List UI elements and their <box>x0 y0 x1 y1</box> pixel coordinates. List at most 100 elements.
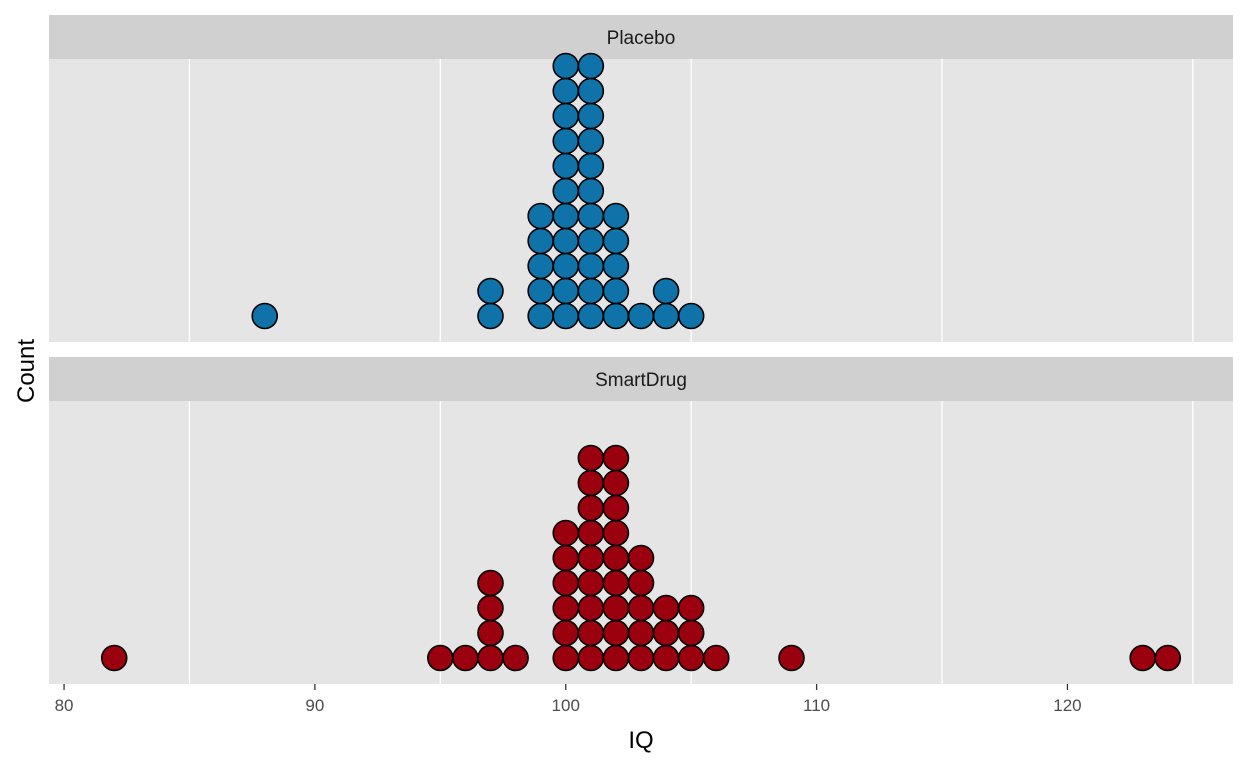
x-tick-label: 110 <box>803 696 830 715</box>
data-dot <box>552 177 580 205</box>
x-tick-label: 100 <box>552 696 580 715</box>
data-dot <box>527 302 554 330</box>
data-dot <box>527 277 554 305</box>
data-dot <box>552 302 580 330</box>
data-dot <box>577 619 605 647</box>
data-dot <box>477 277 504 305</box>
data-dot <box>427 644 454 672</box>
data-dot <box>602 569 630 597</box>
facet-panel-placebo: Placebo <box>49 15 1233 342</box>
data-dot <box>602 277 630 305</box>
data-dot <box>627 302 655 330</box>
data-dot <box>552 544 580 572</box>
data-dot <box>652 644 680 672</box>
x-tick-label: 120 <box>1053 696 1081 715</box>
data-dot <box>577 519 605 547</box>
data-dot <box>100 644 128 672</box>
data-dot <box>527 202 554 230</box>
data-dot <box>552 202 580 230</box>
data-dot <box>577 494 605 522</box>
data-dot <box>552 152 580 180</box>
data-dot <box>627 544 655 572</box>
data-dot <box>577 227 605 255</box>
data-dot <box>1154 644 1182 672</box>
data-dot <box>577 127 605 155</box>
facet-strip-label: SmartDrug <box>595 370 687 391</box>
data-dot <box>602 544 630 572</box>
data-dot <box>627 594 655 622</box>
data-dot <box>627 644 655 672</box>
data-dot <box>677 644 705 672</box>
data-dot <box>602 302 630 330</box>
data-dot <box>577 469 605 497</box>
dot-series-smartdrug <box>100 444 1182 672</box>
data-dot <box>552 252 580 280</box>
data-dot <box>552 77 580 105</box>
data-dot <box>251 302 279 330</box>
data-dot <box>602 252 630 280</box>
data-dot <box>577 302 605 330</box>
data-dot <box>552 644 580 672</box>
data-dot <box>677 619 705 647</box>
data-dot <box>602 619 630 647</box>
data-dot <box>677 594 705 622</box>
data-dot <box>627 569 655 597</box>
data-dot <box>527 227 554 255</box>
data-dot <box>477 594 504 622</box>
data-dot <box>627 619 655 647</box>
data-dot <box>477 619 504 647</box>
data-dot <box>552 52 580 80</box>
data-dot <box>577 444 605 472</box>
data-dot <box>652 594 680 622</box>
data-dot <box>702 644 730 672</box>
facet-strip-background <box>49 357 1233 401</box>
data-dot <box>602 594 630 622</box>
x-tick-label: 80 <box>55 696 74 715</box>
data-dot <box>577 569 605 597</box>
y-axis-title: Count <box>13 339 40 403</box>
data-dot <box>602 644 630 672</box>
data-dot <box>552 569 580 597</box>
data-dot <box>552 619 580 647</box>
facet-strip-label: Placebo <box>607 28 676 49</box>
data-dot <box>602 469 630 497</box>
data-dot <box>577 52 605 80</box>
data-dot <box>652 277 680 305</box>
x-axis: 80 90 100 110 120 <box>55 684 1082 715</box>
data-dot <box>1129 644 1156 672</box>
data-dot <box>477 569 504 597</box>
data-dot <box>577 644 605 672</box>
data-dot <box>577 177 605 205</box>
data-dot <box>577 277 605 305</box>
x-axis-title: IQ <box>628 727 653 754</box>
data-dot <box>602 227 630 255</box>
data-dot <box>577 202 605 230</box>
data-dot <box>602 202 630 230</box>
data-dot <box>677 302 705 330</box>
data-dot <box>577 77 605 105</box>
facet-panels: Placebo SmartDrug <box>49 15 1233 684</box>
data-dot <box>778 644 805 672</box>
data-dot <box>552 519 580 547</box>
dot-series-placebo <box>251 52 705 330</box>
data-dot <box>477 644 504 672</box>
data-dot <box>652 619 680 647</box>
data-dot <box>552 594 580 622</box>
data-dot <box>602 444 630 472</box>
data-dot <box>452 644 479 672</box>
facet-panel-smartdrug: SmartDrug <box>49 357 1233 684</box>
data-dot <box>552 227 580 255</box>
data-dot <box>552 102 580 130</box>
data-dot <box>577 102 605 130</box>
data-dot <box>552 127 580 155</box>
data-dot <box>477 302 504 330</box>
data-dot <box>577 594 605 622</box>
data-dot <box>602 519 630 547</box>
panel-background <box>49 59 1233 342</box>
data-dot <box>502 644 529 672</box>
data-dot <box>527 252 554 280</box>
facet-strip-background <box>49 15 1233 59</box>
data-dot <box>577 152 605 180</box>
